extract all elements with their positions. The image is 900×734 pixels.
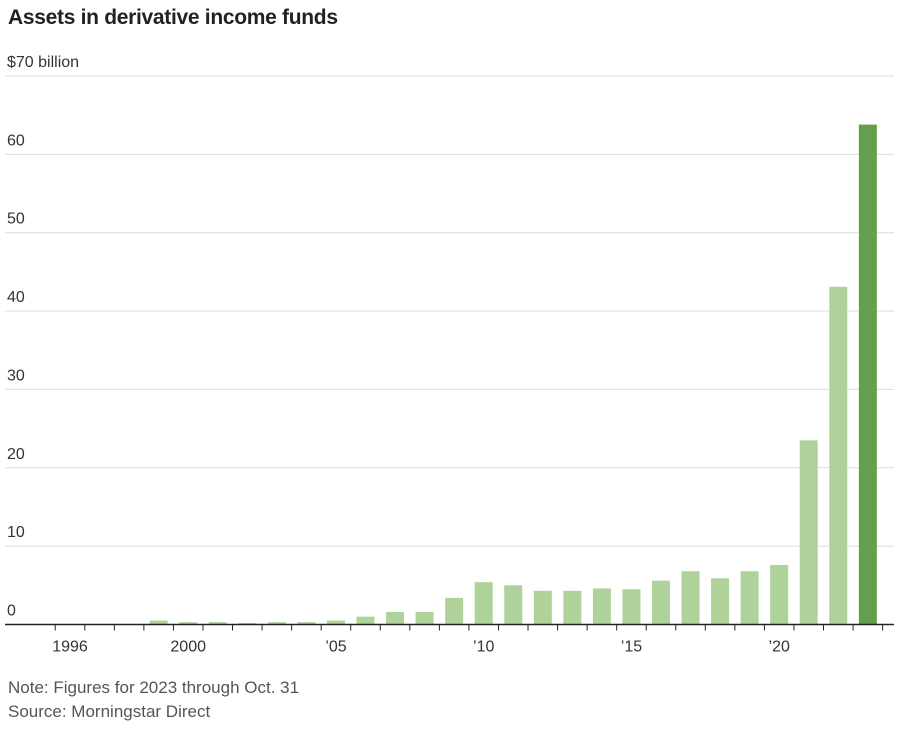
y-tick-label: 10 [7,524,25,541]
bar [740,571,759,625]
bar [711,578,730,625]
bar [829,286,848,625]
bar [563,590,582,625]
chart-footer: Note: Figures for 2023 through Oct. 31 S… [8,676,299,724]
bar [267,622,286,625]
y-tick-label: 50 [7,211,25,228]
source-line: Source: Morningstar Direct [8,702,211,721]
bar [386,611,405,625]
bar [592,588,611,625]
bar [770,564,789,625]
x-tick-label: 2000 [170,639,206,656]
bar [652,580,670,625]
footnote: Note: Figures for 2023 through Oct. 31 [8,678,300,697]
bar [149,620,168,625]
bar [445,597,464,625]
bar [356,616,375,625]
x-tick-label: ’10 [473,639,494,656]
x-tick-label: ’20 [769,639,790,656]
y-tick-label: 40 [7,289,25,306]
y-tick-label: 30 [7,367,25,384]
bar-chart: 0 10 20 30 40 50 60 $70 billion 1996 2000 ’05 ’10 ’1… [5,54,894,656]
bar [622,589,641,625]
bar [326,620,345,625]
bar [297,622,316,625]
bar [799,440,818,625]
bar [208,622,227,625]
bar [179,622,198,625]
bar [415,611,434,625]
bar [238,622,257,625]
y-tick-label: 0 [7,603,16,620]
chart-title: Assets in derivative income funds [8,6,338,29]
x-tick-label: 1996 [52,639,88,656]
x-tick-label: ’05 [325,639,346,656]
x-tick-label: ’15 [621,639,642,656]
bar [504,585,523,625]
y-tick-label: 20 [7,446,25,463]
bar [533,590,552,625]
bar [474,582,493,625]
bar [858,124,877,625]
y-tick-label: 60 [7,132,25,149]
bar [681,571,700,625]
y-tick-label: $70 billion [7,54,79,71]
